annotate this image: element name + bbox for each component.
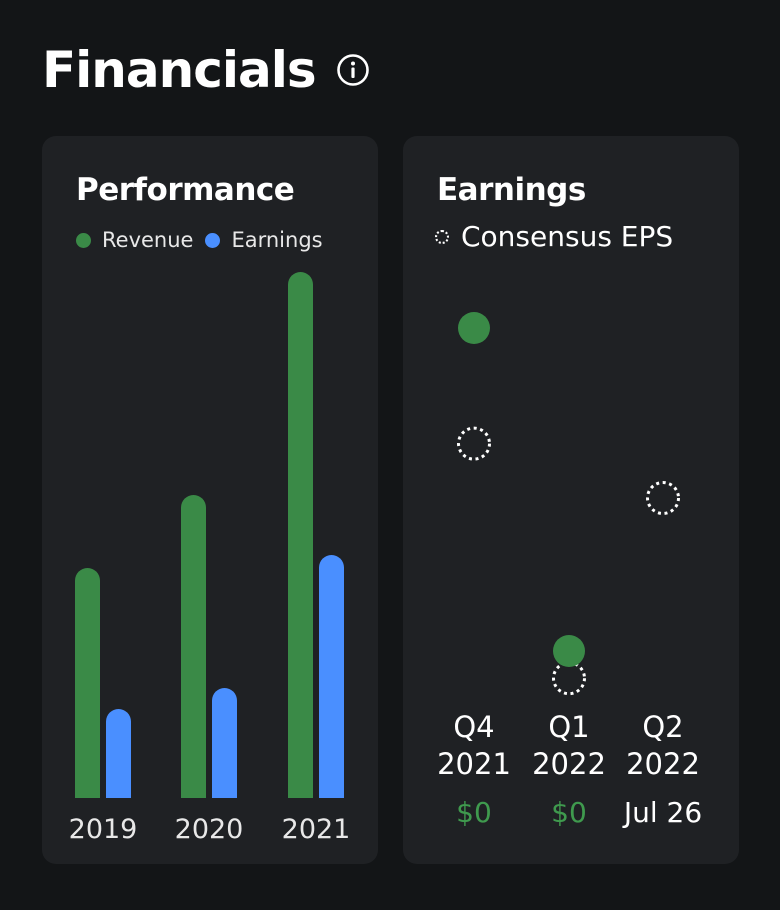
eps-legend-label: Consensus EPS (461, 220, 674, 253)
earnings-title: Earnings (437, 172, 586, 208)
bar-earnings-2020[interactable] (212, 688, 237, 798)
year-label-2: 2022 (626, 747, 700, 781)
x-tick-2019: 2019 (69, 814, 138, 845)
estimate-point-q1-2022[interactable] (552, 661, 586, 696)
quarter-label-0: Q4 (453, 710, 494, 744)
legend-item-earnings: Earnings (205, 228, 323, 252)
bar-base-revenue-2020 (181, 785, 206, 798)
section-header: Financials (42, 38, 370, 102)
quarter-label-1: Q1 (548, 710, 589, 744)
quarter-label-2: Q2 (642, 710, 683, 744)
estimate-point-q2-2022[interactable] (646, 481, 680, 515)
info-icon[interactable] (336, 53, 370, 87)
result-label-1: $0 (551, 796, 587, 829)
year-label-0: 2021 (437, 747, 511, 781)
legend-label-earnings: Earnings (231, 228, 323, 252)
performance-card[interactable]: Performance Revenue Earnings 2019 2020 202… (42, 136, 378, 864)
legend-label-revenue: Revenue (102, 228, 194, 252)
result-label-0: $0 (456, 796, 492, 829)
legend-item-revenue: Revenue (76, 228, 193, 252)
bar-base-revenue-2019 (75, 785, 100, 798)
section-title: Financials (42, 41, 317, 99)
actual-point-q1-2022[interactable] (553, 635, 585, 667)
bar-revenue-2021[interactable] (288, 272, 313, 798)
estimate-point-q4-2021[interactable] (457, 426, 491, 461)
earnings-card[interactable]: Earnings Consensus EPS Q4 2021 $0 Q1 2022 $0 Q… (403, 136, 739, 864)
performance-chart: 2019 2020 2021 (69, 272, 351, 845)
x-tick-2020: 2020 (175, 814, 244, 845)
bar-base-earnings-2021 (319, 785, 344, 798)
x-tick-2021: 2021 (282, 814, 351, 845)
actual-point-q4-2021[interactable] (458, 312, 490, 344)
legend-dot-revenue (76, 232, 91, 248)
eps-legend-ring-icon (435, 229, 449, 244)
bar-revenue-2020[interactable] (181, 495, 206, 798)
bar-base-revenue-2021 (288, 785, 313, 798)
result-label-2: Jul 26 (622, 796, 702, 829)
bar-base-earnings-2019 (106, 785, 131, 798)
performance-title: Performance (76, 172, 295, 208)
bar-earnings-2021[interactable] (319, 555, 344, 798)
legend-dot-earnings (205, 232, 221, 248)
bar-earnings-2019[interactable] (106, 709, 131, 798)
performance-legend: Revenue Earnings (76, 228, 335, 252)
year-label-1: 2022 (532, 747, 606, 781)
eps-legend: Consensus EPS (435, 220, 673, 253)
bar-base-earnings-2020 (212, 785, 237, 798)
bar-revenue-2019[interactable] (75, 568, 100, 798)
